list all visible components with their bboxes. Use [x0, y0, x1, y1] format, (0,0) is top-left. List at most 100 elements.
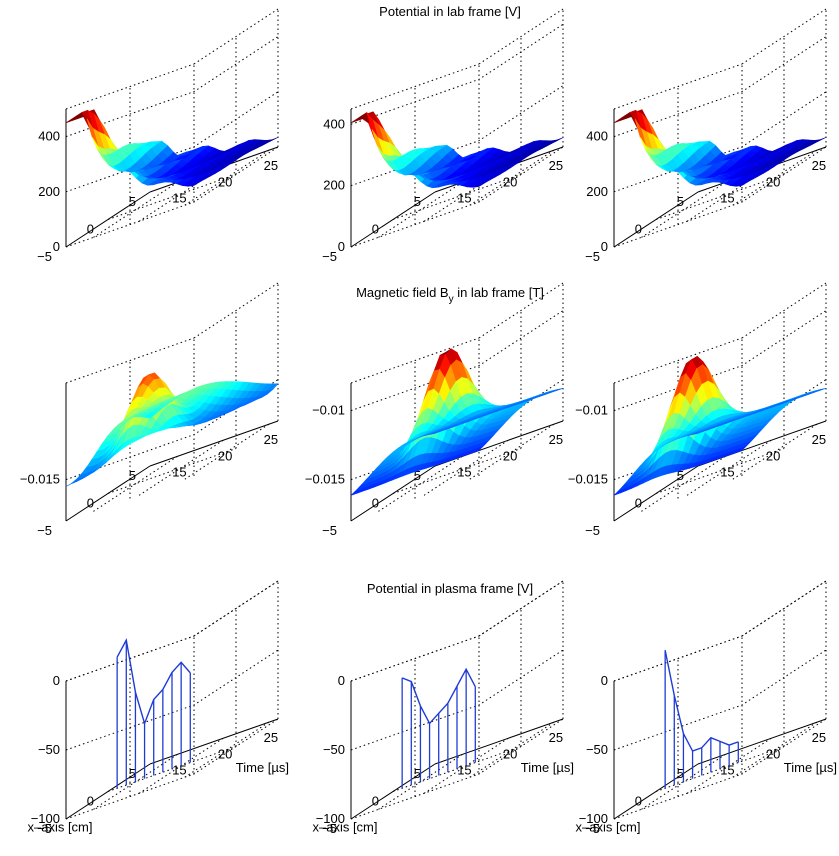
grid-line	[350, 649, 564, 751]
z-tick-label: 0	[53, 239, 60, 254]
x-axis-line	[350, 465, 436, 522]
z-tick-label: 400	[586, 129, 608, 144]
x-tick-label: −5	[322, 821, 337, 836]
time-tick-label: 25	[549, 158, 563, 173]
grid-line	[65, 146, 279, 248]
grid-line	[392, 448, 522, 494]
x-tick-label: 0	[87, 496, 94, 511]
grid-line	[613, 718, 827, 820]
grid-line	[93, 455, 178, 512]
row2-title-sub: y	[449, 294, 454, 305]
grid-line	[107, 448, 237, 494]
x-tick-label: 5	[414, 468, 421, 483]
row3-title: Potential in plasma frame [V]	[367, 581, 533, 596]
grid-line	[613, 36, 827, 138]
time-tick-label: 15	[172, 464, 186, 479]
time-tick-label: 15	[457, 464, 471, 479]
z-tick-label: −0.015	[305, 472, 345, 487]
time-tick-label: 15	[720, 190, 734, 205]
time-tick-label: 25	[264, 730, 278, 745]
time-tick-label: 20	[766, 174, 780, 189]
z-tick-label: 200	[323, 178, 345, 193]
z-tick-label: −100	[316, 811, 345, 826]
grid-line	[138, 165, 224, 222]
z-tick-label: 0	[601, 673, 608, 688]
grid-line	[392, 174, 522, 220]
row2-title-after: in lab frame [T]	[454, 285, 544, 300]
time-tick-label: 15	[172, 762, 186, 777]
surface-patch	[691, 141, 705, 147]
grid-line	[350, 23, 564, 125]
time-tick-label: 25	[264, 158, 278, 173]
x-axis-line	[350, 191, 436, 248]
grid-line	[732, 149, 818, 206]
time-tick-label: 20	[218, 174, 232, 189]
grid-line	[65, 91, 279, 193]
x-tick-label: 0	[372, 496, 379, 511]
x-axis-line	[65, 191, 151, 248]
time-axis-line	[434, 718, 564, 765]
surface-patch	[143, 141, 157, 147]
grid-line	[350, 63, 480, 110]
z-tick-label: 200	[586, 184, 608, 199]
grid-line	[641, 455, 726, 512]
z-tick-label: −0.015	[20, 472, 60, 487]
x-axis-line	[613, 191, 699, 248]
grid-line	[613, 310, 827, 412]
grid-line	[184, 721, 270, 778]
z-tick-label: −0.015	[568, 472, 608, 487]
surface-patch	[428, 145, 442, 151]
grid-line	[107, 174, 237, 220]
stem-series-line	[401, 667, 476, 725]
time-tick-label: 15	[457, 762, 471, 777]
surface-patch	[71, 477, 83, 484]
time-tick-label: 25	[812, 730, 826, 745]
time-tick-label: 20	[766, 746, 780, 761]
x-tick-label: 0	[635, 222, 642, 237]
time-tick-label: 20	[218, 448, 232, 463]
grid-line	[65, 36, 279, 138]
x-tick-label: −5	[585, 523, 600, 538]
grid-line	[613, 337, 743, 384]
x-axis-line	[350, 763, 436, 820]
x-tick-label: 5	[414, 766, 421, 781]
x-axis-label: x–axis [cm]	[312, 820, 377, 835]
x-tick-label: −5	[322, 523, 337, 538]
z-tick-label: −0.01	[312, 403, 345, 418]
z-tick-label: −0.01	[575, 403, 608, 418]
z-tick-label: 0	[338, 673, 345, 688]
z-tick-label: 400	[323, 116, 345, 131]
grid-line	[613, 649, 827, 751]
grid-line	[478, 282, 564, 339]
grid-line	[350, 580, 564, 682]
z-tick-label: 0	[338, 239, 345, 254]
grid-line	[741, 282, 827, 339]
time-axis-line	[149, 718, 279, 765]
x-tick-label: −5	[37, 249, 52, 264]
grid-line	[65, 718, 279, 820]
time-axis-label: Time [µs]	[236, 760, 289, 775]
z-tick-label: −100	[31, 811, 60, 826]
z-tick-label: 400	[38, 129, 60, 144]
surface-patch	[144, 412, 157, 419]
grid-line	[641, 181, 726, 238]
time-tick-label: 20	[503, 746, 517, 761]
grid-line	[655, 448, 785, 494]
grid-line	[423, 439, 509, 496]
time-axis-line	[149, 420, 279, 467]
x-axis-label: x–axis [cm]	[575, 820, 640, 835]
grid-line	[478, 8, 564, 65]
time-tick-label: 20	[766, 448, 780, 463]
surface-patch	[429, 430, 441, 435]
x-tick-label: 5	[414, 194, 421, 209]
grid-line	[469, 423, 555, 480]
x-axis-line	[65, 465, 151, 522]
grid-line	[65, 63, 195, 110]
x-tick-label: −5	[37, 821, 52, 836]
grid-line	[184, 423, 270, 480]
x-tick-label: 0	[372, 222, 379, 237]
